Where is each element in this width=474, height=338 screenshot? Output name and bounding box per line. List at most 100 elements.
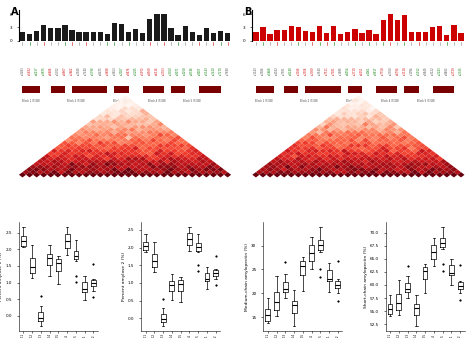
Bar (359, 33, 365, 41)
Polygon shape (394, 172, 401, 177)
Bar (256, 86, 273, 93)
Polygon shape (383, 159, 390, 164)
Polygon shape (118, 146, 125, 151)
Polygon shape (160, 151, 167, 156)
Polygon shape (178, 164, 185, 169)
Polygon shape (394, 146, 401, 151)
Polygon shape (167, 172, 174, 177)
Polygon shape (305, 169, 312, 175)
Polygon shape (404, 143, 411, 148)
Polygon shape (415, 156, 422, 162)
Polygon shape (273, 156, 281, 162)
Polygon shape (150, 159, 157, 164)
Polygon shape (436, 172, 443, 177)
Polygon shape (309, 156, 316, 162)
Polygon shape (344, 140, 351, 146)
Polygon shape (397, 127, 404, 132)
Polygon shape (108, 132, 114, 138)
Polygon shape (327, 132, 334, 138)
Polygon shape (316, 146, 323, 151)
Polygon shape (178, 169, 185, 175)
Polygon shape (160, 167, 167, 172)
Polygon shape (75, 146, 82, 151)
Polygon shape (298, 153, 305, 159)
Polygon shape (330, 119, 337, 124)
Polygon shape (132, 140, 139, 146)
Polygon shape (411, 138, 419, 143)
Polygon shape (348, 116, 355, 122)
Polygon shape (411, 169, 419, 175)
Polygon shape (373, 114, 380, 119)
Polygon shape (433, 169, 440, 175)
Text: rs7031: rs7031 (332, 66, 336, 75)
Polygon shape (369, 159, 376, 164)
Polygon shape (433, 153, 440, 159)
Polygon shape (302, 140, 309, 146)
Polygon shape (206, 169, 213, 175)
Polygon shape (387, 146, 394, 151)
Polygon shape (408, 151, 415, 156)
Polygon shape (365, 108, 373, 114)
Polygon shape (422, 156, 429, 162)
Polygon shape (316, 167, 323, 172)
Polygon shape (408, 135, 415, 140)
Text: Block 5 (5'GB): Block 5 (5'GB) (183, 99, 201, 103)
Polygon shape (100, 122, 108, 127)
Polygon shape (358, 124, 365, 130)
Polygon shape (51, 169, 58, 175)
Polygon shape (111, 103, 118, 108)
Polygon shape (118, 167, 125, 172)
Polygon shape (351, 98, 358, 103)
Polygon shape (369, 116, 376, 122)
Polygon shape (213, 164, 220, 169)
Polygon shape (121, 148, 128, 153)
Polygon shape (182, 167, 189, 172)
Polygon shape (390, 159, 397, 164)
Polygon shape (128, 111, 136, 116)
Polygon shape (111, 172, 118, 177)
Polygon shape (397, 148, 404, 153)
Bar (423, 32, 428, 41)
Polygon shape (319, 122, 327, 127)
Polygon shape (327, 138, 334, 143)
Polygon shape (111, 151, 118, 156)
Polygon shape (86, 143, 93, 148)
Polygon shape (121, 153, 128, 159)
Polygon shape (302, 146, 309, 151)
Polygon shape (450, 167, 457, 172)
Polygon shape (334, 116, 341, 122)
Polygon shape (358, 140, 365, 146)
Bar (218, 31, 223, 41)
Polygon shape (132, 146, 139, 151)
Polygon shape (153, 130, 160, 135)
Polygon shape (355, 100, 362, 106)
Polygon shape (341, 148, 348, 153)
Polygon shape (337, 108, 344, 114)
Polygon shape (383, 132, 390, 138)
Polygon shape (422, 146, 429, 151)
Polygon shape (362, 116, 369, 122)
Text: rs1895: rs1895 (339, 66, 343, 75)
Polygon shape (164, 153, 171, 159)
Bar (253, 32, 258, 41)
Polygon shape (365, 172, 373, 177)
Polygon shape (358, 156, 365, 162)
Polygon shape (436, 162, 443, 167)
Polygon shape (125, 162, 132, 167)
Polygon shape (33, 162, 40, 167)
Polygon shape (309, 167, 316, 172)
Polygon shape (139, 162, 146, 167)
Polygon shape (121, 127, 128, 132)
Polygon shape (143, 143, 150, 148)
Bar (338, 34, 343, 41)
Polygon shape (121, 143, 128, 148)
Bar (41, 25, 46, 41)
Polygon shape (362, 111, 369, 116)
Polygon shape (447, 169, 454, 175)
Polygon shape (44, 153, 51, 159)
Text: rs5790: rs5790 (91, 66, 95, 75)
Polygon shape (263, 164, 270, 169)
Polygon shape (82, 162, 90, 167)
Polygon shape (79, 127, 86, 132)
Polygon shape (68, 151, 75, 156)
